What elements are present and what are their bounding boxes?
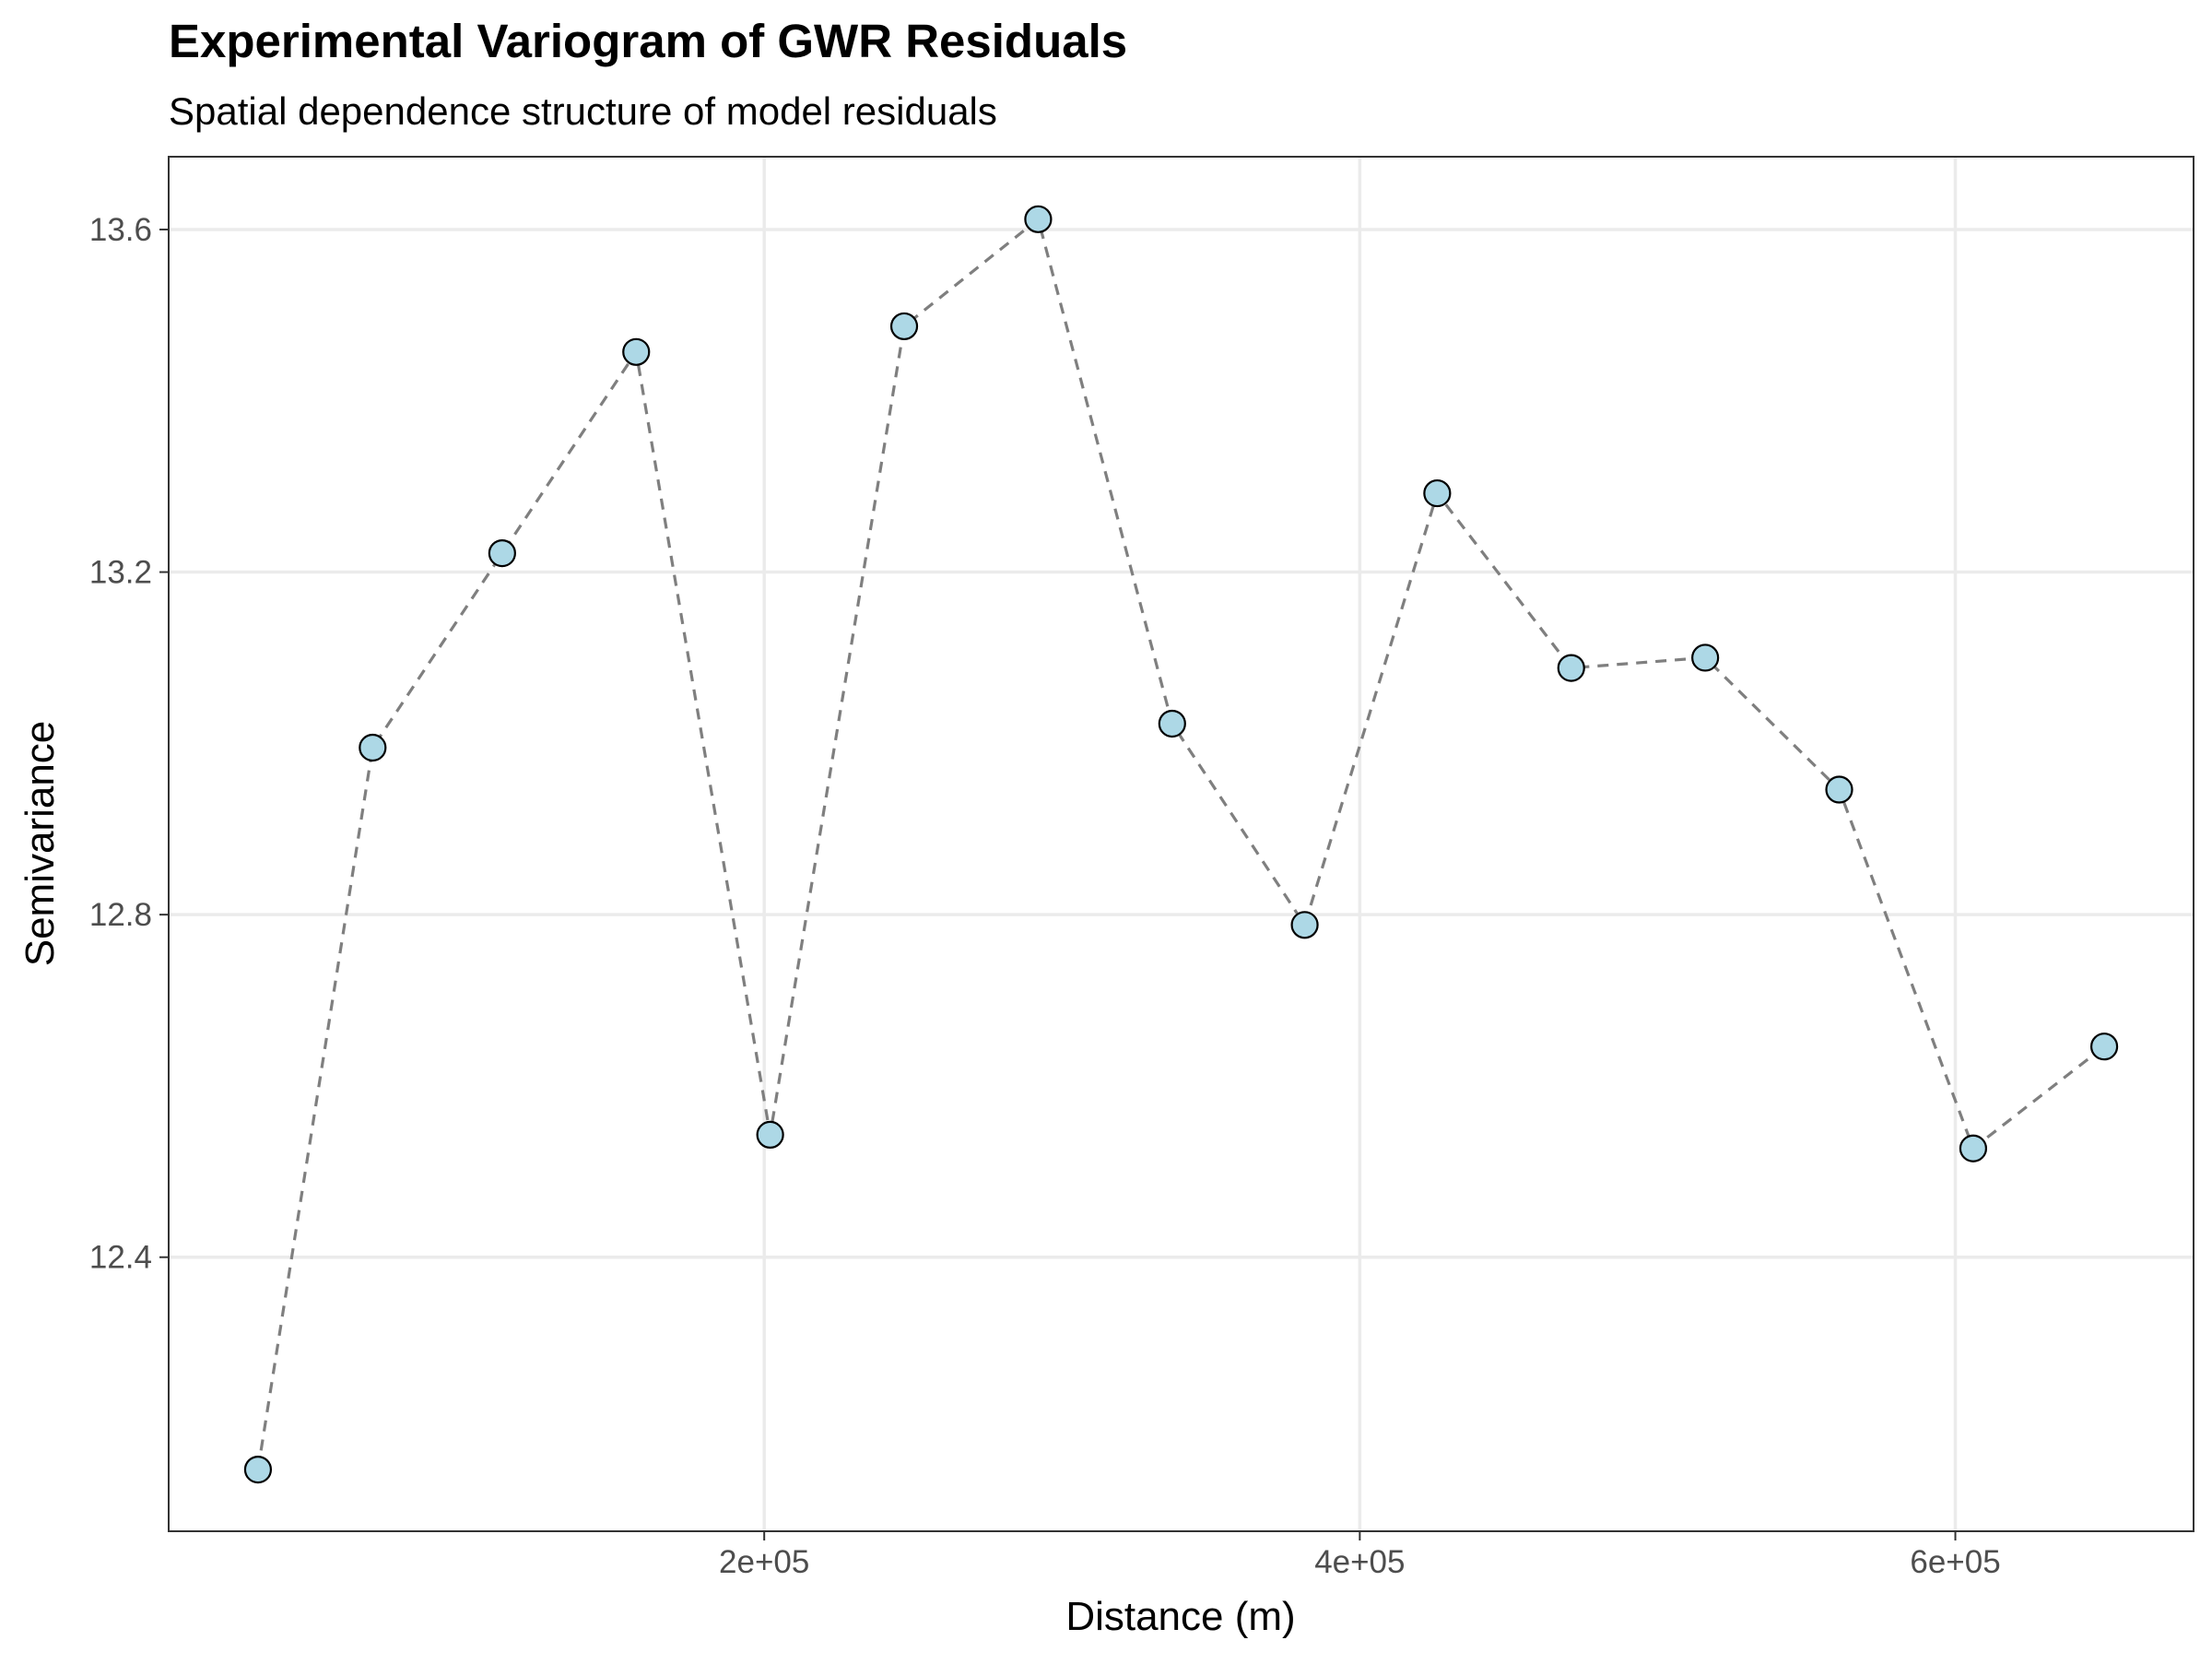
- y-tick-label: 13.6: [89, 212, 152, 248]
- y-axis-title: Semivariance: [18, 721, 63, 967]
- panel-border: [168, 156, 2194, 1532]
- y-tick-label: 12.4: [89, 1240, 152, 1276]
- data-point: [2089, 1033, 2119, 1061]
- data-point: [1825, 775, 1853, 804]
- data-point: [1557, 654, 1585, 682]
- data-point: [1959, 1134, 1988, 1162]
- y-tick-label: 12.8: [89, 897, 152, 933]
- chart-title: Experimental Variogram of GWR Residuals: [169, 15, 1127, 67]
- data-point: [359, 733, 387, 762]
- chart-subtitle: Spatial dependence structure of model re…: [169, 89, 997, 133]
- x-tick-label: 4e+05: [1314, 1544, 1405, 1580]
- data-point: [1024, 205, 1053, 233]
- data-point: [622, 337, 651, 366]
- x-tick-label: 6e+05: [1910, 1544, 2000, 1580]
- data-point: [1158, 709, 1186, 738]
- grid-lines: [169, 157, 2194, 1531]
- data-series: [243, 205, 2119, 1484]
- data-point: [488, 539, 516, 568]
- axes: 12.4 12.8 13.2 13.6 2e+05 4e+05 6e+05: [89, 212, 2001, 1580]
- x-axis-title: Distance (m): [1065, 1594, 1295, 1639]
- data-point: [889, 312, 919, 341]
- data-point: [243, 1456, 273, 1484]
- data-point: [1691, 643, 1720, 672]
- data-point: [1290, 911, 1319, 939]
- data-point: [1423, 478, 1452, 508]
- data-point: [756, 1120, 784, 1149]
- y-tick-label: 13.2: [89, 555, 152, 591]
- series-line: [256, 217, 2106, 1470]
- x-tick-label: 2e+05: [719, 1544, 809, 1580]
